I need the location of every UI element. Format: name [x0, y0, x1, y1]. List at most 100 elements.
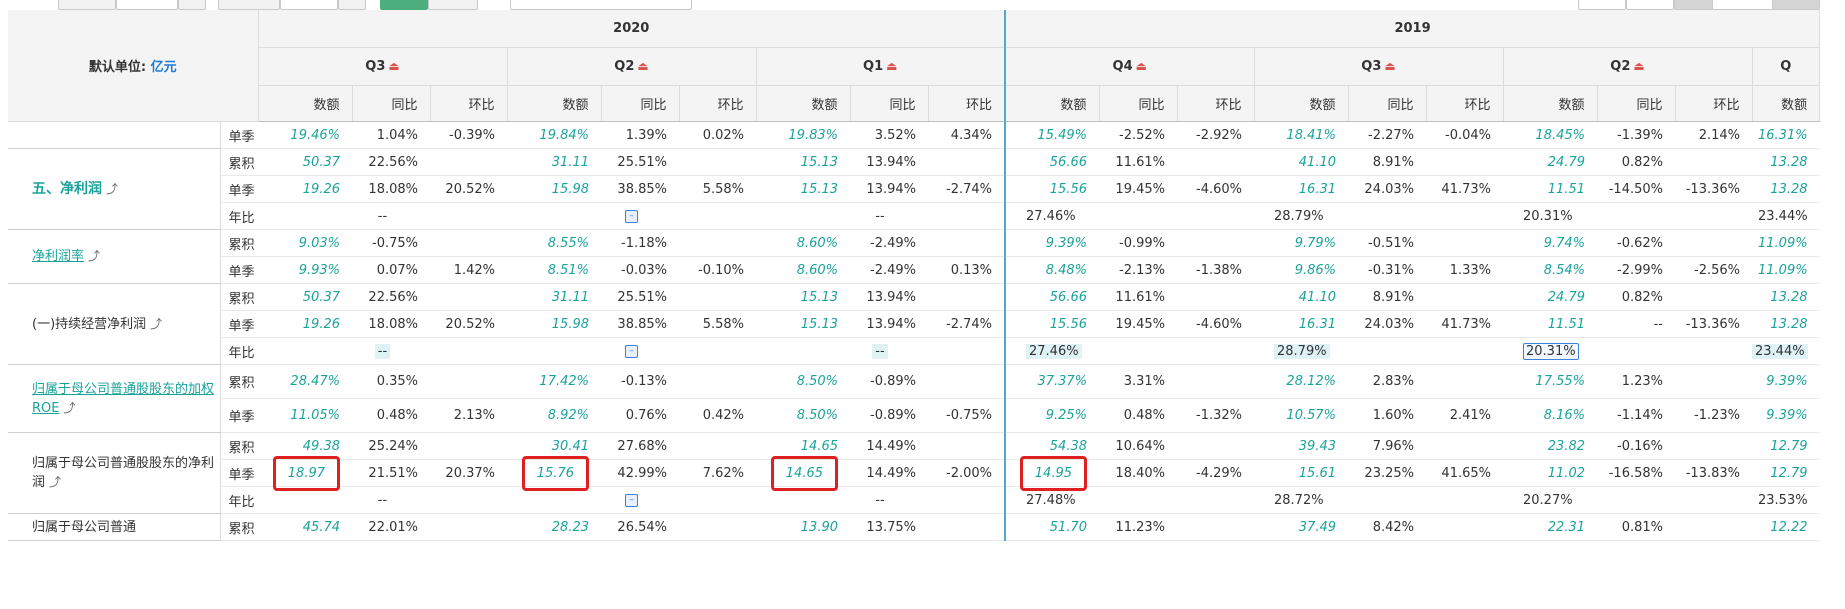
toolbar-button[interactable]	[1626, 0, 1674, 10]
line-chart-icon[interactable]: ⤴	[106, 181, 119, 196]
line-chart-icon[interactable]: ⤴	[150, 316, 163, 331]
yoy-cell: 20.31%	[1503, 202, 1752, 230]
data-cell: -13.36%	[1675, 310, 1752, 338]
toolbar-dropdown[interactable]	[510, 0, 692, 10]
data-cell: 8.51%	[507, 256, 601, 284]
data-cell: 11.61%	[1099, 148, 1177, 176]
data-cell	[1675, 432, 1752, 460]
data-cell	[1426, 513, 1503, 541]
data-cell: 22.31	[1503, 513, 1597, 541]
pdf-icon[interactable]: ⏏	[1384, 59, 1396, 73]
data-cell: 38.85%	[601, 175, 679, 203]
toolbar-button[interactable]	[178, 0, 206, 10]
data-cell	[1675, 283, 1752, 311]
data-cell: -0.04%	[1426, 121, 1503, 149]
data-cell	[1675, 364, 1752, 399]
quarter-header[interactable]: Q3 ⏏	[1254, 47, 1504, 86]
highlighted-value: 23.44%	[1752, 343, 1808, 359]
data-cell: 41.73%	[1426, 175, 1503, 203]
line-chart-icon[interactable]: ⤴	[88, 249, 101, 263]
toggle-inactive[interactable]	[428, 0, 478, 10]
subcol-header: 同比	[850, 85, 929, 122]
data-cell: 28.12%	[1254, 364, 1348, 399]
data-cell: 25.51%	[601, 148, 679, 176]
data-cell: 5.58%	[679, 310, 756, 338]
data-cell: 13.28	[1752, 310, 1820, 338]
data-cell: 13.94%	[850, 148, 928, 176]
pdf-icon[interactable]: ⏏	[886, 59, 898, 73]
toolbar-button[interactable]	[116, 0, 178, 10]
data-cell: 9.74%	[1503, 229, 1597, 257]
yoy-cell: 28.72%	[1254, 486, 1503, 514]
quarter-header[interactable]: Q2 ⏏	[1503, 47, 1753, 86]
data-cell: -1.32%	[1177, 398, 1254, 433]
data-cell: 11.05%	[258, 398, 352, 433]
data-cell: 15.56	[1005, 310, 1099, 338]
data-cell: 11.51	[1503, 310, 1597, 338]
line-chart-icon[interactable]: ⤴	[49, 475, 62, 489]
data-cell: 37.37%	[1005, 364, 1099, 399]
quarter-header[interactable]: Q1 ⏏	[756, 47, 1006, 86]
toolbar-button[interactable]	[1578, 0, 1626, 10]
data-cell: 19.45%	[1099, 175, 1177, 203]
quarter-header[interactable]: Q3 ⏏	[258, 47, 508, 86]
toolbar-button[interactable]	[1712, 0, 1774, 10]
line-chart-icon[interactable]: ⤴	[63, 400, 76, 415]
pdf-icon[interactable]: ⏏	[1135, 59, 1147, 73]
data-cell: 19.83%	[756, 121, 850, 149]
expand-icon[interactable]: –	[625, 493, 638, 507]
data-cell: 19.26	[258, 175, 352, 203]
data-cell: 24.03%	[1348, 175, 1426, 203]
toolbar-button[interactable]	[280, 0, 338, 10]
data-cell: 0.76%	[601, 398, 679, 433]
quarter-header[interactable]: Q2 ⏏	[507, 47, 757, 86]
data-cell: 9.93%	[258, 256, 352, 284]
data-cell: 25.24%	[352, 432, 430, 460]
subcol-header: 同比	[1597, 85, 1676, 122]
data-cell: 38.85%	[601, 310, 679, 338]
pdf-icon[interactable]: ⏏	[1633, 59, 1645, 73]
metric-name[interactable]: 归属于母公司普通股股东的加权ROE	[32, 381, 215, 416]
quarter-header[interactable]: Q	[1752, 47, 1821, 86]
data-cell: -0.13%	[601, 364, 679, 399]
unit-value[interactable]: 亿元	[150, 60, 177, 75]
table-row: 归属于母公司普通 累积 45.74 22.01% 28.23 26.54% 13.90 13.…	[8, 513, 1820, 541]
data-cell: 23.44%	[1752, 202, 1820, 230]
data-cell: 41.73%	[1426, 310, 1503, 338]
data-cell	[1177, 229, 1254, 257]
quarter-header[interactable]: Q4 ⏏	[1005, 47, 1255, 86]
data-cell: -4.60%	[1177, 175, 1254, 203]
pdf-icon[interactable]: ⏏	[388, 59, 400, 73]
toolbar-button[interactable]	[1772, 0, 1820, 10]
expand-icon[interactable]: –	[625, 344, 638, 358]
period-type-label: 单季	[220, 398, 258, 433]
toolbar-button[interactable]	[218, 0, 280, 10]
data-cell: 14.49%	[850, 459, 928, 487]
subcol-header: 数额	[1503, 85, 1598, 122]
data-cell	[679, 283, 756, 311]
data-cell: 16.31%	[1752, 121, 1820, 149]
data-cell: 24.79	[1503, 283, 1597, 311]
yoy-cell: 27.46%	[1005, 202, 1254, 230]
metric-name[interactable]: 净利润率	[32, 249, 85, 264]
toolbar-button[interactable]	[338, 0, 366, 10]
expand-icon[interactable]: –	[625, 209, 638, 223]
metric-label-cell: 归属于母公司普通股股东的净利润 ⤴	[8, 432, 221, 514]
data-cell: 15.98	[507, 310, 601, 338]
data-cell: 8.42%	[1348, 513, 1426, 541]
data-cell: 15.61	[1254, 459, 1348, 487]
toggle-active[interactable]	[380, 0, 428, 10]
yoy-cell: --	[258, 486, 507, 514]
data-cell: -13.36%	[1675, 175, 1752, 203]
pdf-icon[interactable]: ⏏	[637, 59, 649, 73]
subcol-header: 数额	[507, 85, 602, 122]
data-cell: -2.74%	[928, 310, 1006, 338]
toolbar-button[interactable]	[58, 0, 116, 10]
table-row: (一)持续经营净利润 ⤴ 累积 50.37 22.56% 31.11 25.51% 15.13…	[8, 283, 1820, 365]
data-cell: 19.45%	[1099, 310, 1177, 338]
data-cell	[1177, 364, 1254, 399]
data-cell: -2.49%	[850, 229, 928, 257]
metric-name: 归属于母公司普通	[32, 519, 137, 535]
period-type-label: 累积	[220, 432, 258, 460]
data-cell: 0.81%	[1597, 513, 1675, 541]
